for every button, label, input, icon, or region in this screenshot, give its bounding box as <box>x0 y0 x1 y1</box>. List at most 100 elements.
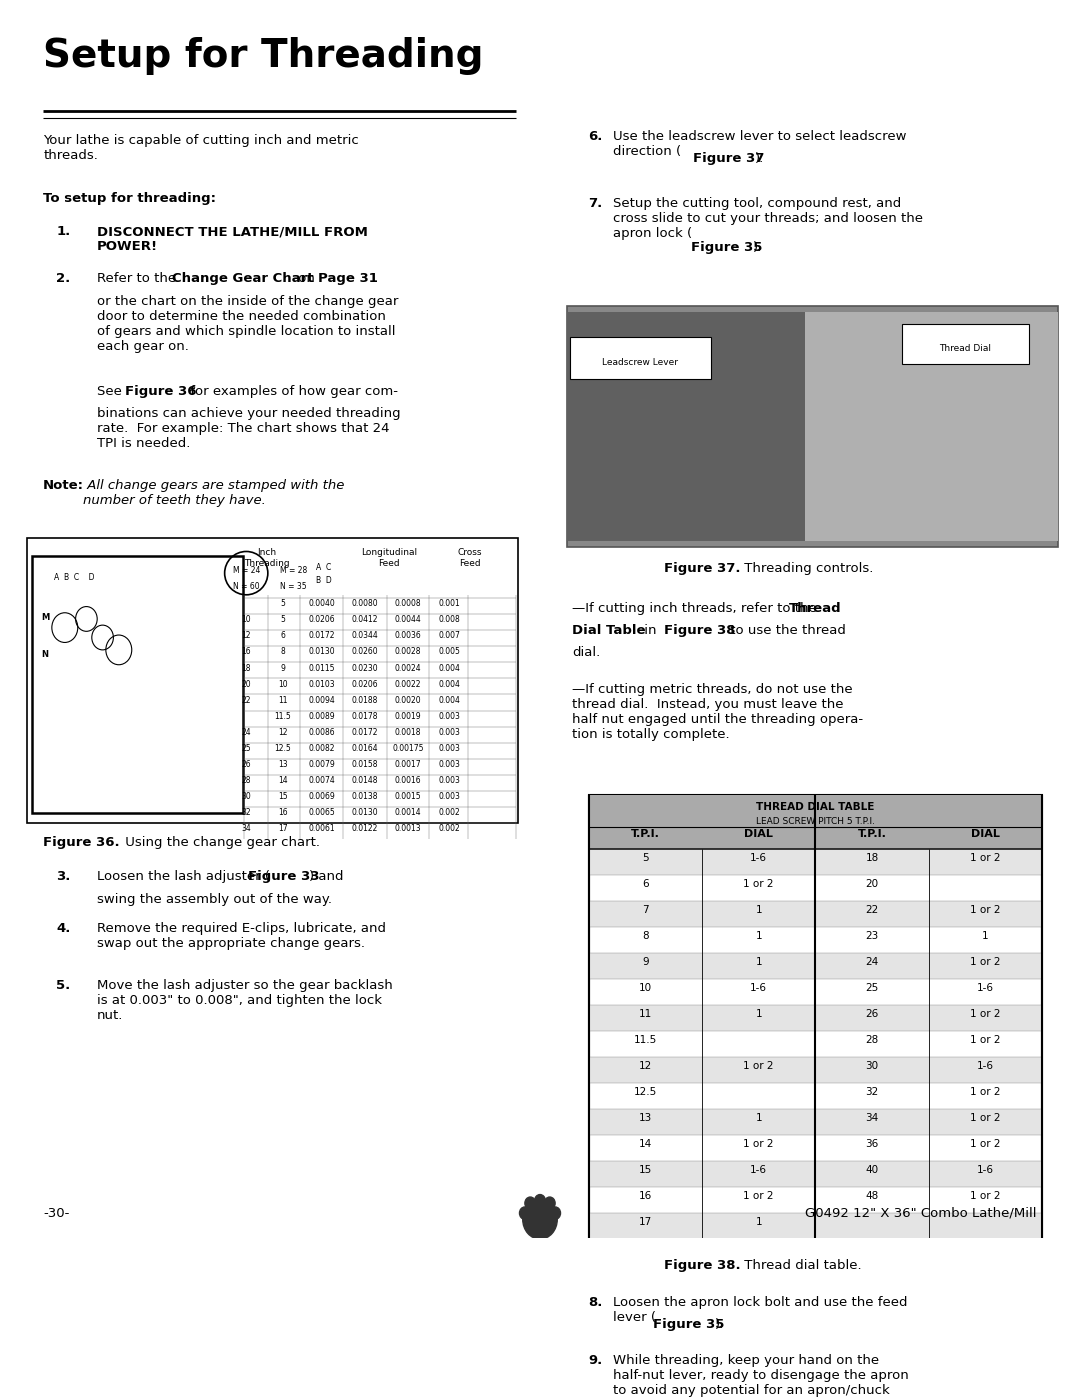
Text: Refer to the: Refer to the <box>97 272 180 285</box>
Text: Figure 35: Figure 35 <box>653 1319 725 1331</box>
Text: 0.0065: 0.0065 <box>309 809 335 817</box>
Text: 1: 1 <box>755 1217 762 1227</box>
Text: 0.0069: 0.0069 <box>309 792 335 802</box>
Text: 24: 24 <box>242 728 251 736</box>
Text: 17: 17 <box>638 1217 652 1227</box>
Text: dial.: dial. <box>572 647 600 659</box>
Text: 0.0014: 0.0014 <box>395 809 421 817</box>
Text: 36: 36 <box>865 1139 879 1148</box>
Text: Figure 37.: Figure 37. <box>664 562 741 576</box>
Text: Figure 36.: Figure 36. <box>43 835 120 848</box>
Text: 40: 40 <box>865 1165 879 1175</box>
Text: 0.0082: 0.0082 <box>309 745 335 753</box>
Text: 1-6: 1-6 <box>977 1060 994 1071</box>
Text: 0.0015: 0.0015 <box>395 792 421 802</box>
Text: 34: 34 <box>865 1113 879 1123</box>
Text: 0.0206: 0.0206 <box>309 615 335 624</box>
Text: N = 60: N = 60 <box>233 581 259 591</box>
Text: 26: 26 <box>242 760 251 770</box>
Text: Figure 37: Figure 37 <box>693 152 765 165</box>
Text: Figure 35: Figure 35 <box>691 242 762 254</box>
Text: 0.002: 0.002 <box>438 824 460 834</box>
Text: 12: 12 <box>638 1060 652 1071</box>
Circle shape <box>519 1207 530 1220</box>
Text: 24: 24 <box>865 957 879 967</box>
Text: 0.0412: 0.0412 <box>352 615 378 624</box>
Text: 8: 8 <box>281 647 285 657</box>
Text: 0.0230: 0.0230 <box>352 664 378 672</box>
Text: 0.003: 0.003 <box>438 777 460 785</box>
Text: Dial Table: Dial Table <box>572 624 646 637</box>
Text: 15: 15 <box>638 1165 652 1175</box>
FancyBboxPatch shape <box>589 901 1042 928</box>
Text: 1: 1 <box>755 1009 762 1018</box>
Text: 1: 1 <box>755 957 762 967</box>
Text: Figure 36: Figure 36 <box>125 386 197 398</box>
Text: Figure 38.: Figure 38. <box>664 1259 741 1271</box>
Text: 32: 32 <box>865 1087 879 1097</box>
Text: —If cutting inch threads, refer to the: —If cutting inch threads, refer to the <box>572 602 822 615</box>
Text: 0.0018: 0.0018 <box>395 728 421 736</box>
Text: 1 or 2: 1 or 2 <box>970 854 1001 863</box>
Text: 23: 23 <box>865 930 879 942</box>
Text: 10: 10 <box>279 679 287 689</box>
Text: Cross
Feed: Cross Feed <box>458 549 482 567</box>
Text: Thread: Thread <box>788 602 841 615</box>
Text: 0.0079: 0.0079 <box>309 760 335 770</box>
Text: 0.0148: 0.0148 <box>352 777 378 785</box>
Text: 1 or 2: 1 or 2 <box>743 1060 774 1071</box>
Text: or the chart on the inside of the change gear
door to determine the needed combi: or the chart on the inside of the change… <box>97 295 399 352</box>
Text: 6: 6 <box>281 631 285 640</box>
Text: -30-: -30- <box>43 1207 69 1220</box>
Text: While threading, keep your hand on the
half-nut lever, ready to disengage the ap: While threading, keep your hand on the h… <box>613 1354 909 1397</box>
Text: 0.0206: 0.0206 <box>352 679 378 689</box>
Text: 1 or 2: 1 or 2 <box>970 1190 1001 1201</box>
Text: N: N <box>41 650 48 659</box>
Text: Remove the required E-clips, lubricate, and
swap out the appropriate change gear: Remove the required E-clips, lubricate, … <box>97 922 387 950</box>
Text: 11.5: 11.5 <box>274 712 292 721</box>
Text: ).: ). <box>755 152 765 165</box>
Text: DIAL: DIAL <box>744 828 773 840</box>
Text: 0.0103: 0.0103 <box>309 679 335 689</box>
Circle shape <box>544 1197 555 1210</box>
Text: 6.: 6. <box>589 130 603 142</box>
Text: 0.0080: 0.0080 <box>352 599 378 608</box>
Text: 15: 15 <box>279 792 287 802</box>
Text: 0.0158: 0.0158 <box>352 760 378 770</box>
FancyBboxPatch shape <box>567 312 805 541</box>
Text: 1: 1 <box>755 930 762 942</box>
Text: 0.0036: 0.0036 <box>395 631 421 640</box>
Text: 16: 16 <box>638 1190 652 1201</box>
Text: 0.002: 0.002 <box>438 809 460 817</box>
Text: 0.003: 0.003 <box>438 745 460 753</box>
FancyBboxPatch shape <box>589 1058 1042 1083</box>
Text: See: See <box>97 386 126 398</box>
FancyBboxPatch shape <box>27 538 518 823</box>
Text: 0.0089: 0.0089 <box>309 712 335 721</box>
Text: 0.00175: 0.00175 <box>392 745 424 753</box>
Text: N = 35: N = 35 <box>281 581 307 591</box>
Circle shape <box>523 1200 557 1239</box>
FancyBboxPatch shape <box>902 324 1029 365</box>
Text: 10: 10 <box>242 615 251 624</box>
Text: 0.0178: 0.0178 <box>352 712 378 721</box>
Text: 0.005: 0.005 <box>438 647 460 657</box>
Text: 1-6: 1-6 <box>751 854 767 863</box>
Text: 12.5: 12.5 <box>634 1087 657 1097</box>
Text: 28: 28 <box>865 1035 879 1045</box>
Text: 3.: 3. <box>56 870 70 883</box>
Text: 0.0013: 0.0013 <box>395 824 421 834</box>
FancyBboxPatch shape <box>805 312 1058 541</box>
Text: 22: 22 <box>242 696 251 704</box>
Text: M: M <box>41 613 50 622</box>
Text: Figure 33: Figure 33 <box>248 870 320 883</box>
Text: Use the leadscrew lever to select leadscrew
direction (: Use the leadscrew lever to select leadsc… <box>613 130 907 158</box>
Text: 18: 18 <box>242 664 251 672</box>
Text: 0.0017: 0.0017 <box>395 760 421 770</box>
Text: LEAD SCREW PITCH 5 T.P.I.: LEAD SCREW PITCH 5 T.P.I. <box>756 817 875 826</box>
FancyBboxPatch shape <box>589 953 1042 979</box>
Text: 0.0130: 0.0130 <box>352 809 378 817</box>
Text: 0.0044: 0.0044 <box>395 615 421 624</box>
Text: 1 or 2: 1 or 2 <box>970 1113 1001 1123</box>
Text: To setup for threading:: To setup for threading: <box>43 191 216 205</box>
